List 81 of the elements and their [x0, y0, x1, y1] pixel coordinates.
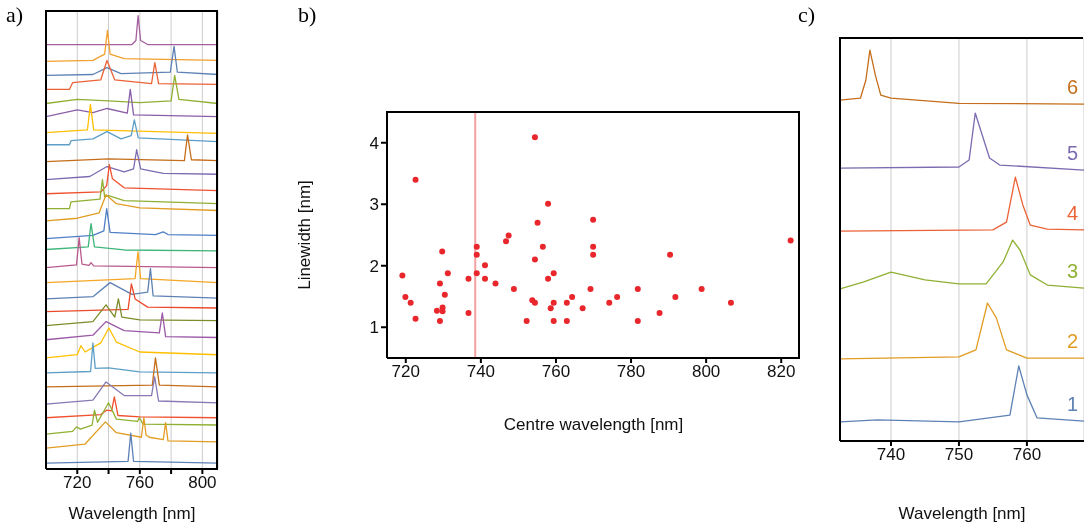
chart-title: b)	[298, 2, 317, 28]
point	[465, 310, 472, 317]
point	[510, 286, 517, 293]
x-tick-label: 750	[944, 445, 974, 465]
point	[412, 315, 419, 322]
point	[787, 237, 794, 244]
point	[545, 200, 552, 207]
point	[481, 262, 488, 269]
point	[473, 270, 480, 277]
point	[698, 286, 705, 293]
point	[667, 251, 674, 258]
point	[550, 299, 557, 306]
chart-title: c)	[798, 2, 816, 28]
point	[569, 294, 576, 301]
point	[473, 243, 480, 250]
point	[439, 248, 446, 255]
y-axis-title: Linewidth [nm]	[295, 180, 315, 290]
y-tick-label: 4	[369, 133, 379, 153]
x-tick-label: 760	[541, 362, 571, 382]
point	[587, 286, 594, 293]
y-tick-label: 3	[369, 195, 379, 215]
point	[550, 270, 557, 277]
point	[492, 280, 499, 287]
point	[606, 299, 613, 306]
point	[634, 318, 641, 325]
point	[444, 270, 451, 277]
series-label: 3	[1066, 260, 1078, 283]
point	[547, 305, 554, 312]
point	[614, 294, 621, 301]
point	[465, 275, 472, 282]
point	[550, 318, 557, 325]
series-label: 6	[1066, 76, 1078, 99]
point	[441, 291, 448, 298]
point	[436, 280, 443, 287]
series-label: 1	[1066, 393, 1078, 416]
x-tick-label: 760	[1012, 445, 1042, 465]
x-tick-label: 820	[767, 362, 796, 382]
point	[539, 243, 546, 250]
x-tick-label: 720	[63, 473, 92, 493]
point	[590, 251, 597, 258]
point	[505, 232, 512, 239]
point	[534, 219, 541, 226]
point	[407, 299, 414, 306]
x-axis-title: Wavelength [nm]	[898, 504, 1026, 523]
point	[412, 176, 419, 183]
point	[656, 310, 663, 317]
point	[402, 294, 409, 301]
y-tick-label: 2	[369, 256, 379, 276]
point	[634, 286, 641, 293]
point	[727, 299, 734, 306]
point	[531, 134, 538, 141]
x-tick-label: 720	[391, 362, 420, 382]
chart-title: a)	[6, 2, 24, 28]
point	[590, 243, 597, 250]
point	[579, 305, 586, 312]
point	[439, 308, 446, 315]
point	[399, 272, 406, 279]
x-tick-label: 760	[125, 473, 155, 493]
point	[531, 256, 538, 263]
point	[590, 216, 597, 223]
x-tick-label: 740	[876, 445, 906, 465]
point	[563, 318, 570, 325]
point	[503, 238, 510, 245]
point	[523, 318, 530, 325]
point	[436, 318, 443, 325]
x-tick-label: 800	[691, 362, 721, 382]
point	[481, 275, 488, 282]
point	[433, 307, 440, 314]
point	[473, 251, 480, 258]
point	[545, 275, 552, 282]
series-label: 5	[1066, 142, 1078, 165]
x-axis-title: Centre wavelength [nm]	[503, 415, 684, 434]
series-label: 4	[1066, 201, 1078, 224]
y-tick-label: 1	[369, 318, 379, 338]
x-axis-title: Wavelength [nm]	[68, 504, 196, 523]
x-tick-label: 780	[616, 362, 646, 382]
series-label: 2	[1066, 330, 1078, 353]
x-tick-label: 740	[466, 362, 496, 382]
x-tick-label: 800	[188, 473, 217, 493]
point	[672, 294, 679, 301]
point	[563, 299, 570, 306]
